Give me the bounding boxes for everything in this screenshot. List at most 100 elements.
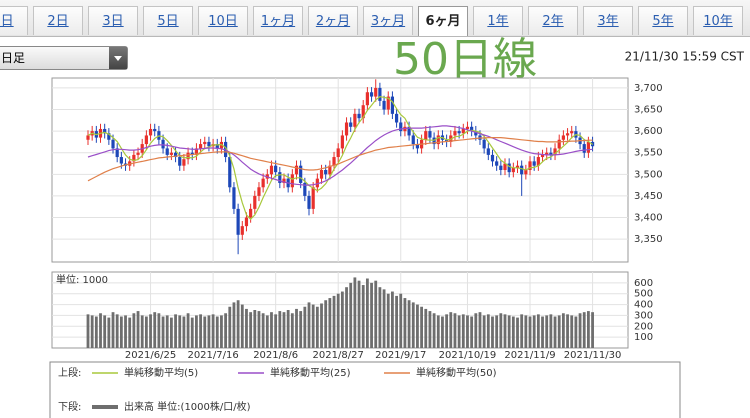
- candle-body: [411, 135, 415, 145]
- candle-body: [553, 148, 557, 155]
- candle-body: [244, 217, 249, 227]
- volume-bar: [503, 314, 507, 348]
- volume-bar: [474, 313, 478, 348]
- annotation: 50日線: [393, 36, 537, 85]
- period-tab[interactable]: 2年: [528, 6, 578, 35]
- x-tick-label: 2021/11/30: [564, 350, 622, 361]
- y-tick-label: 3,500: [634, 169, 663, 180]
- candle-body: [269, 165, 274, 175]
- period-tab[interactable]: 10日: [198, 6, 248, 35]
- volume-bar: [507, 315, 511, 348]
- volume-bar: [486, 314, 490, 348]
- volume-bar: [220, 315, 223, 348]
- volume-bar: [536, 314, 540, 348]
- volume-bar: [511, 316, 515, 348]
- candle-body: [340, 135, 344, 149]
- volume-bar: [374, 280, 378, 348]
- candle-body: [361, 105, 365, 119]
- volume-bar: [282, 312, 286, 348]
- unit-label: 単位: 1000: [56, 273, 108, 286]
- y-tick-label: 200: [634, 321, 653, 332]
- candle-body: [349, 122, 353, 127]
- volume-bar: [240, 304, 244, 348]
- candle-body: [357, 113, 361, 119]
- volume-bar: [136, 311, 140, 348]
- candle-body: [424, 131, 428, 140]
- volume-bar: [311, 304, 315, 348]
- candle-body: [540, 154, 545, 158]
- volume-bar: [361, 285, 365, 348]
- volume-bar: [541, 316, 544, 348]
- period-tab[interactable]: 3年: [583, 6, 633, 35]
- x-tick-label: 2021/9/17: [375, 350, 426, 361]
- volume-bar: [295, 308, 298, 348]
- volume-bar: [391, 291, 394, 348]
- candle-body: [232, 187, 236, 209]
- volume-bar: [436, 315, 440, 348]
- volume-bar: [399, 293, 403, 348]
- volume-bar: [349, 282, 353, 348]
- candle-body: [282, 178, 286, 183]
- volume-bar: [445, 314, 449, 348]
- volume-bar: [315, 306, 319, 348]
- period-tab[interactable]: 2日: [33, 6, 83, 35]
- x-tick-label: 2021/6/25: [125, 350, 176, 361]
- candle-body: [557, 139, 561, 149]
- volume-bar: [570, 315, 574, 348]
- period-tab[interactable]: 10年: [693, 6, 743, 35]
- volume-bar: [278, 311, 282, 348]
- period-tab[interactable]: 1ヶ月: [253, 6, 303, 35]
- x-tick-label: 2021/8/27: [313, 350, 364, 361]
- candle-body: [103, 128, 107, 134]
- dropdown-arrow[interactable]: [109, 47, 127, 69]
- candle-body: [186, 152, 190, 160]
- volume-bar: [378, 287, 382, 348]
- legend-label: 単純移動平均(5): [124, 366, 198, 379]
- candle-body: [319, 170, 324, 179]
- candle-body: [182, 159, 186, 166]
- candle-body: [194, 148, 199, 155]
- chart: 21/11/30 15:59 CST 50日線 3,350 3,400 3,450 3,5…: [49, 36, 745, 418]
- volume-panel: [51, 271, 629, 349]
- interval-dropdown[interactable]: 日足: [0, 46, 128, 70]
- volume-bar: [582, 312, 586, 348]
- volume-bar: [199, 314, 202, 348]
- candle-body: [390, 96, 395, 114]
- candle-body: [294, 165, 299, 175]
- candle-body: [378, 87, 382, 101]
- candle-body: [445, 139, 449, 142]
- volume-bar: [149, 314, 152, 348]
- volume-bar: [411, 302, 415, 348]
- volume-bar: [386, 293, 390, 348]
- period-tab[interactable]: 3ヶ月: [363, 6, 413, 35]
- volume-bar: [407, 300, 411, 348]
- candle-body: [545, 152, 549, 155]
- x-tick-label: 2021/7/16: [187, 350, 238, 361]
- period-tab[interactable]: 1年: [473, 6, 523, 35]
- volume-bar: [307, 302, 311, 348]
- period-tab[interactable]: 2ヶ月: [308, 6, 358, 35]
- volume-bar: [274, 314, 278, 348]
- volume-bar: [186, 313, 190, 348]
- period-tab[interactable]: 3日: [88, 6, 138, 35]
- volume-bar: [524, 315, 528, 348]
- volume-bar: [395, 295, 398, 348]
- volume-bar: [265, 315, 269, 348]
- candle-body: [240, 226, 244, 235]
- legend-section-label: 下段:: [58, 400, 81, 413]
- volume-bar: [495, 315, 499, 348]
- period-tab[interactable]: 6ヶ月: [418, 6, 468, 36]
- volume-bar: [470, 316, 474, 348]
- y-tick-label: 3,700: [634, 83, 663, 94]
- volume-bar: [478, 312, 482, 348]
- period-tab[interactable]: 5日: [143, 6, 193, 35]
- candle-body: [507, 163, 511, 173]
- candle-body: [532, 161, 536, 166]
- period-tab[interactable]: 1日: [0, 6, 28, 35]
- period-tab[interactable]: 5年: [638, 6, 688, 35]
- candle-body: [520, 165, 524, 175]
- volume-bar: [215, 316, 219, 348]
- volume-bar: [528, 316, 532, 348]
- volume-bar: [336, 293, 340, 348]
